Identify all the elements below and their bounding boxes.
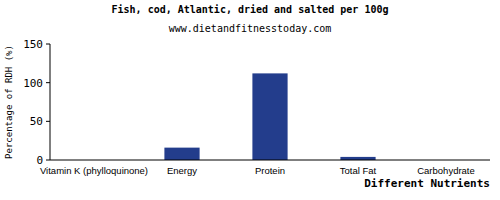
x-tick-label: Carbohydrate (417, 165, 475, 176)
y-tick (46, 121, 50, 122)
x-tick-label: Energy (167, 165, 197, 176)
x-axis (50, 160, 490, 161)
bar (164, 148, 199, 160)
chart: Fish, cod, Atlantic, dried and salted pe… (0, 0, 500, 200)
x-tick-label: Total Fat (340, 165, 377, 176)
bars (164, 73, 375, 160)
x-tick-label: Protein (255, 165, 285, 176)
x-tick-label: Vitamin K (phylloquinone) (40, 165, 148, 176)
x-axis-label: Different Nutrients (364, 177, 490, 190)
title: Fish, cod, Atlantic, dried and salted pe… (112, 4, 389, 15)
y-tick-label: 100 (23, 77, 43, 90)
y-tick (46, 82, 50, 83)
y-tick (46, 160, 50, 161)
y-tick-label: 150 (23, 38, 43, 51)
bar (252, 73, 287, 160)
y-axis-label: Percentage of RDH (%) (4, 45, 14, 159)
y-tick (46, 44, 50, 45)
y-axis (50, 44, 51, 160)
subtitle: www.dietandfitnesstoday.com (169, 23, 332, 34)
y-tick-label: 50 (30, 115, 43, 128)
